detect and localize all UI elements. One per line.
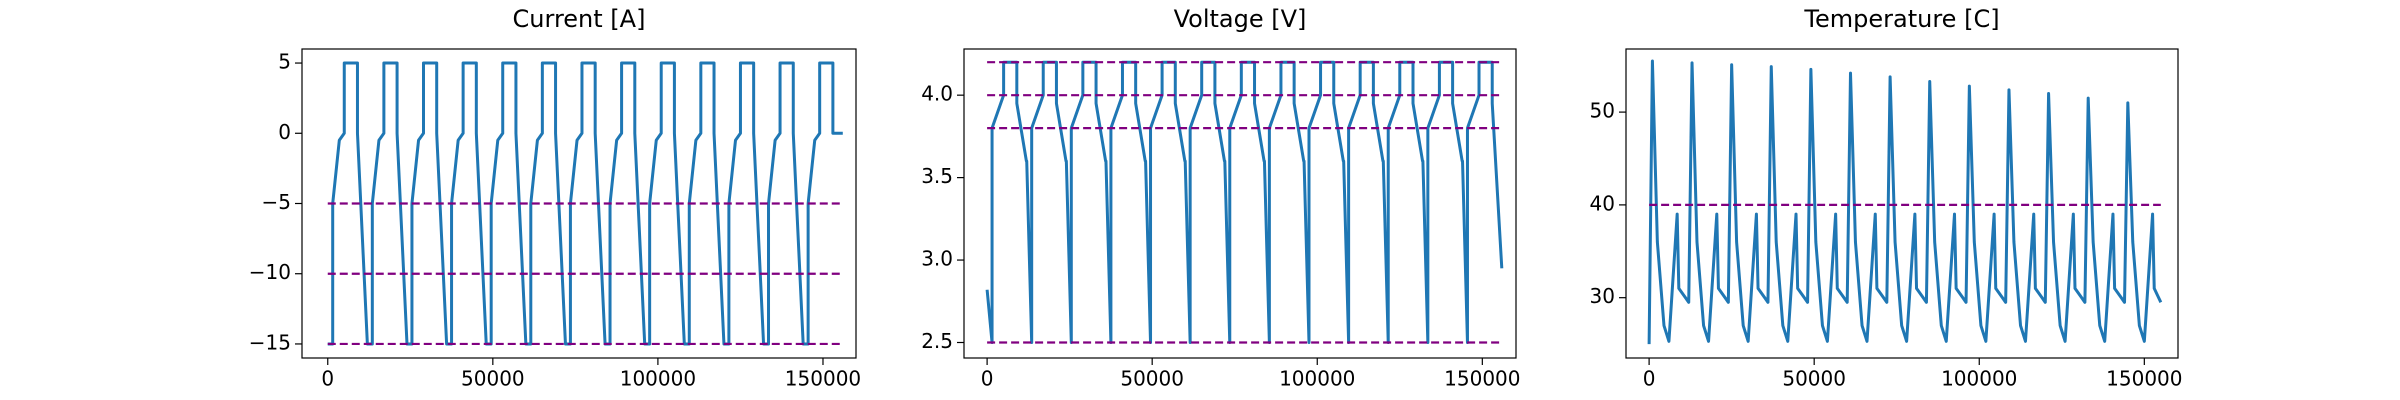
data-line — [985, 60, 1504, 344]
y-tick-label: 0 — [278, 120, 291, 144]
y-tick-label: −10 — [249, 260, 291, 284]
y-tick-label: 50 — [1590, 99, 1615, 123]
x-tick-label: 150000 — [785, 367, 861, 391]
y-tick-label: 3.5 — [921, 164, 953, 188]
y-tick-label: 4.0 — [921, 82, 953, 106]
x-tick-label: 100000 — [1279, 367, 1355, 391]
x-tick-label: 50000 — [1120, 367, 1184, 391]
x-tick-label: 50000 — [461, 367, 525, 391]
y-tick-label: 5 — [278, 50, 291, 74]
y-tick-label: 3.0 — [921, 247, 953, 271]
y-tick-label: 40 — [1590, 191, 1615, 215]
y-tick-label: −15 — [249, 330, 291, 354]
x-tick-label: 0 — [1643, 367, 1656, 391]
x-tick-label: 100000 — [1941, 367, 2017, 391]
x-tick-label: 50000 — [1782, 367, 1846, 391]
y-tick-label: 2.5 — [921, 329, 953, 353]
plot-frame — [1625, 48, 2179, 359]
data-line — [327, 61, 843, 346]
x-tick-label: 100000 — [620, 367, 696, 391]
plot-frame — [301, 48, 857, 359]
data-line — [1647, 59, 2163, 345]
chart-title: Temperature [C] — [1803, 5, 1999, 33]
chart-title: Voltage [V] — [1174, 5, 1307, 33]
x-tick-label: 0 — [321, 367, 334, 391]
chart-title: Current [A] — [513, 5, 646, 33]
y-tick-label: −5 — [262, 190, 291, 214]
plot-frame — [963, 48, 1517, 359]
y-tick-label: 30 — [1590, 284, 1615, 308]
x-tick-label: 150000 — [2106, 367, 2182, 391]
x-tick-label: 150000 — [1444, 367, 1520, 391]
x-tick-label: 0 — [981, 367, 994, 391]
